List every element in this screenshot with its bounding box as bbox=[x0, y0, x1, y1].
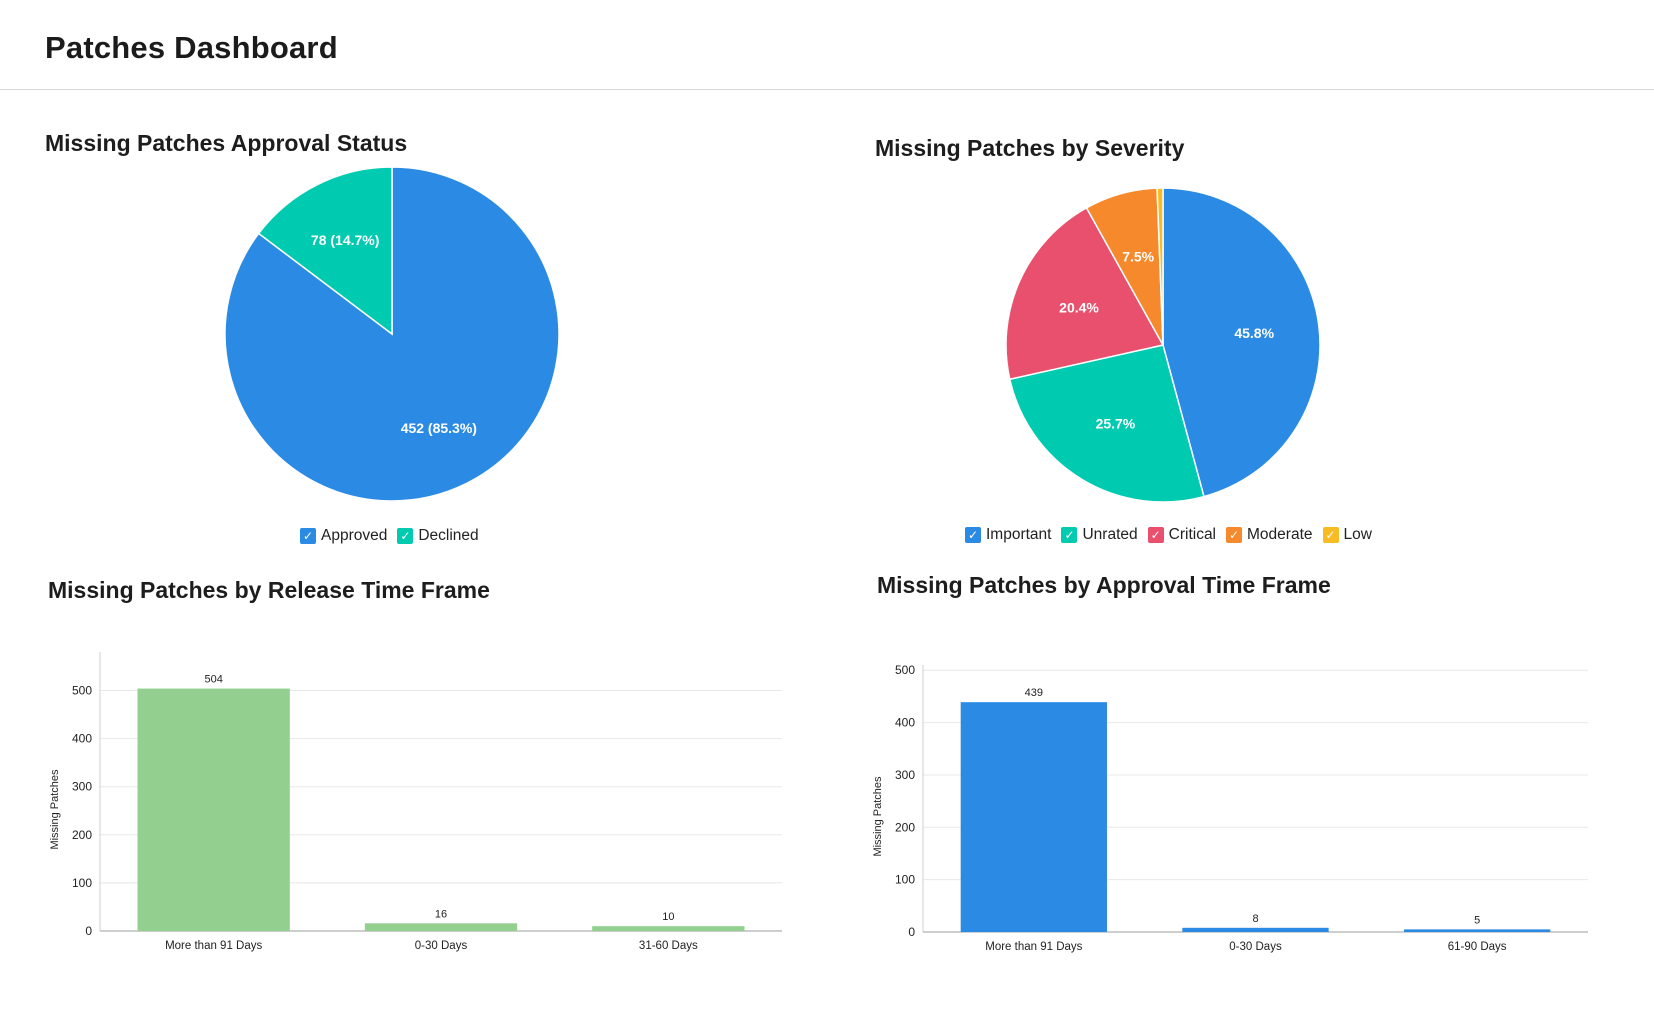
release-timeframe-y-axis-title: Missing Patches bbox=[49, 769, 61, 850]
approval-timeframe-category-label: 61-90 Days bbox=[1448, 941, 1507, 953]
approval-timeframe-y-axis-title: Missing Patches bbox=[872, 776, 884, 857]
approval-timeframe-bar-more-than-91-days[interactable] bbox=[960, 702, 1107, 932]
severity-label-moderate: 7.5% bbox=[1122, 248, 1154, 264]
approval-timeframe-bar-0-30-days[interactable] bbox=[1182, 927, 1329, 932]
approval-timeframe-value-label: 439 bbox=[1025, 687, 1043, 699]
severity-label-critical: 20.4% bbox=[1059, 299, 1099, 315]
severity-legend-label: Important bbox=[986, 526, 1052, 543]
severity-legend-label: Critical bbox=[1168, 526, 1217, 543]
severity-label-unrated: 25.7% bbox=[1096, 416, 1136, 432]
release-timeframe-y-tick: 300 bbox=[72, 780, 92, 794]
release-timeframe-title: Missing Patches by Release Time Frame bbox=[48, 577, 490, 603]
checkbox-icon[interactable]: ✓ bbox=[965, 527, 981, 543]
approval-status-legend: ✓ Approved ✓ Declined bbox=[300, 527, 489, 545]
severity-slice-unrated[interactable] bbox=[1008, 344, 1205, 503]
page-title: Patches Dashboard bbox=[45, 30, 338, 65]
severity-legend-unrated[interactable]: ✓ Unrated bbox=[1061, 526, 1138, 544]
approval-timeframe-y-tick: 200 bbox=[895, 820, 915, 834]
severity-title: Missing Patches by Severity bbox=[875, 135, 1185, 161]
checkbox-icon[interactable]: ✓ bbox=[1226, 527, 1243, 543]
checkbox-icon[interactable]: ✓ bbox=[397, 528, 414, 544]
release-timeframe-bar-31-60-days[interactable] bbox=[592, 926, 745, 931]
release-timeframe-bar-0-30-days[interactable] bbox=[364, 923, 518, 931]
checkbox-icon[interactable]: ✓ bbox=[1061, 527, 1078, 543]
approval-timeframe-title: Missing Patches by Approval Time Frame bbox=[877, 572, 1331, 598]
approval-timeframe-category-label: 0-30 Days bbox=[1229, 941, 1282, 953]
checkbox-icon[interactable]: ✓ bbox=[1147, 527, 1164, 543]
approval-timeframe-bar-61-90-days[interactable] bbox=[1404, 929, 1551, 932]
approval-status-legend-label: Approved bbox=[321, 527, 388, 544]
severity-legend: ✓ Important ✓ Unrated ✓ Critical ✓ Moderate ✓ Low bbox=[965, 526, 1382, 544]
release-timeframe-category-label: 0-30 Days bbox=[415, 940, 468, 952]
approval-status-legend-label: Declined bbox=[418, 527, 479, 544]
severity-legend-label: Low bbox=[1343, 526, 1372, 543]
release-timeframe-y-tick: 400 bbox=[72, 732, 92, 746]
approval-status-title: Missing Patches Approval Status bbox=[45, 130, 408, 156]
severity-legend-low[interactable]: ✓ Low bbox=[1322, 526, 1372, 544]
release-timeframe-y-tick: 0 bbox=[85, 924, 92, 938]
severity-legend-critical[interactable]: ✓ Critical bbox=[1147, 526, 1217, 544]
severity-slice-critical[interactable] bbox=[1005, 206, 1165, 381]
approval-timeframe-value-label: 8 bbox=[1252, 913, 1258, 925]
release-timeframe-value-label: 10 bbox=[662, 911, 674, 923]
severity-legend-label: Unrated bbox=[1082, 526, 1138, 543]
approval-timeframe-category-label: More than 91 Days bbox=[985, 941, 1082, 953]
release-timeframe-y-tick: 500 bbox=[72, 683, 92, 697]
release-timeframe-y-tick: 100 bbox=[72, 876, 92, 890]
approval-timeframe-y-tick: 500 bbox=[895, 663, 915, 677]
severity-legend-moderate[interactable]: ✓ Moderate bbox=[1226, 526, 1313, 544]
release-timeframe-y-tick: 200 bbox=[72, 828, 92, 842]
severity-label-important: 45.8% bbox=[1234, 325, 1274, 341]
release-timeframe-value-label: 504 bbox=[204, 674, 222, 686]
approval-status-legend-approved[interactable]: ✓ Approved bbox=[300, 527, 387, 545]
release-timeframe-category-label: 31-60 Days bbox=[639, 940, 698, 952]
severity-slice-important[interactable] bbox=[1162, 187, 1321, 498]
approval-timeframe-y-tick: 0 bbox=[908, 925, 915, 939]
severity-slice-low[interactable] bbox=[1156, 187, 1164, 346]
approval-timeframe-y-tick: 300 bbox=[895, 768, 915, 782]
checkbox-icon[interactable]: ✓ bbox=[300, 528, 316, 544]
approval-timeframe-y-tick: 400 bbox=[895, 716, 915, 730]
severity-legend-important[interactable]: ✓ Important bbox=[965, 526, 1051, 544]
approval-status-slice-declined[interactable] bbox=[257, 166, 393, 336]
checkbox-icon[interactable]: ✓ bbox=[1322, 527, 1339, 543]
release-timeframe-value-label: 16 bbox=[435, 908, 447, 920]
approval-timeframe-y-tick: 100 bbox=[895, 873, 915, 887]
severity-legend-label: Moderate bbox=[1247, 526, 1313, 543]
release-timeframe-category-label: More than 91 Days bbox=[165, 940, 262, 952]
approval-status-legend-declined[interactable]: ✓ Declined bbox=[397, 527, 479, 545]
release-timeframe-bar-more-than-91-days[interactable] bbox=[137, 688, 290, 931]
approval-status-label-declined: 78 (14.7%) bbox=[311, 232, 379, 248]
approval-status-label-approved: 452 (85.3%) bbox=[401, 420, 477, 436]
approval-timeframe-value-label: 5 bbox=[1474, 914, 1480, 926]
page-header: Patches Dashboard bbox=[0, 0, 1654, 90]
